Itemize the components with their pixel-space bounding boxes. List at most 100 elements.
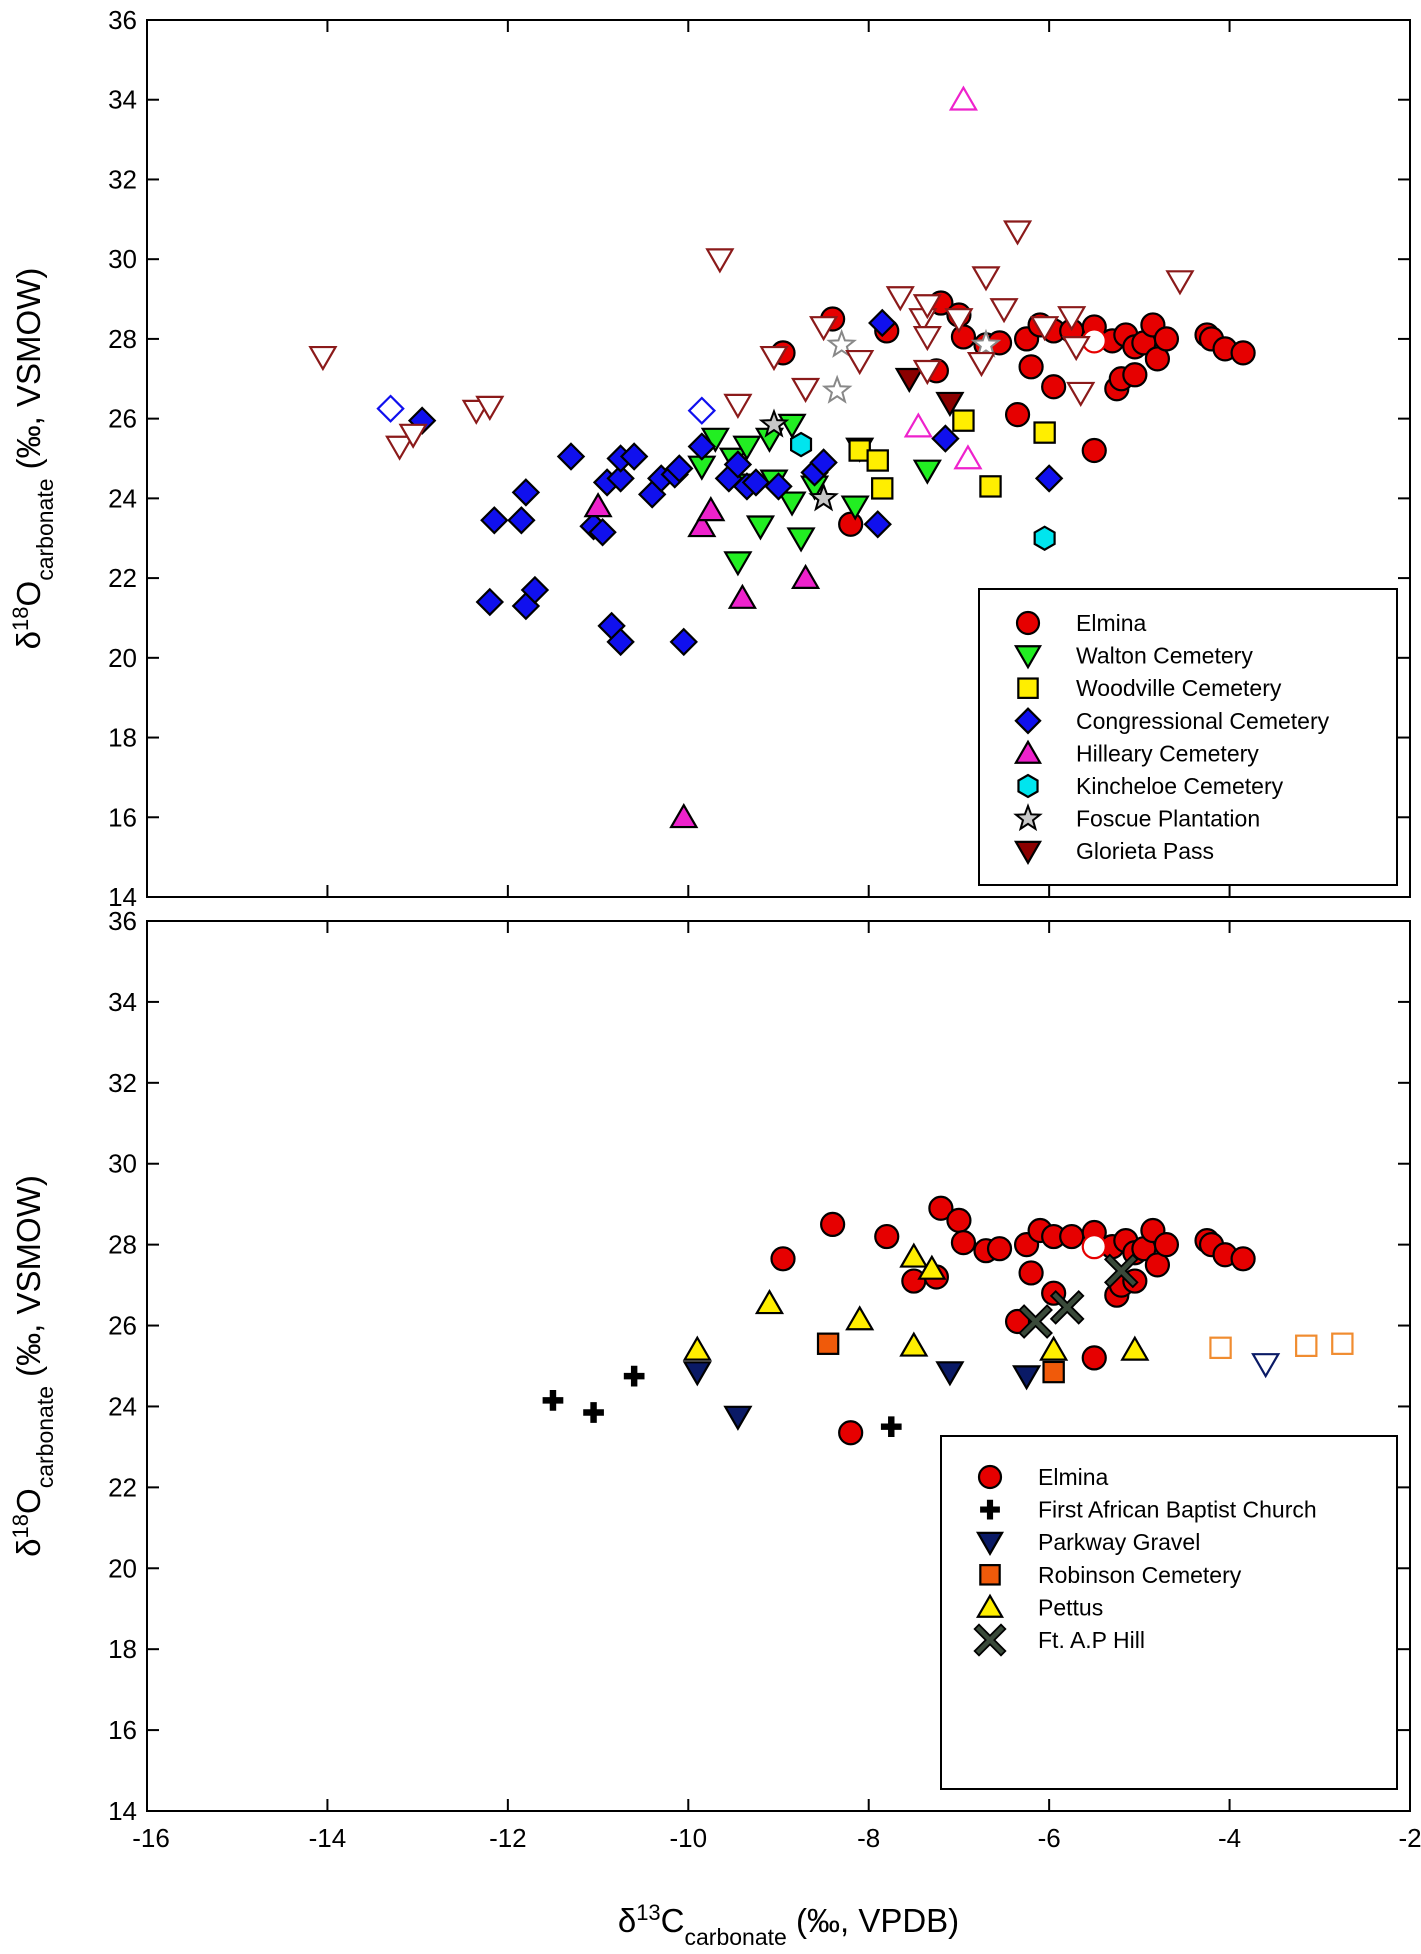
data-point: [899, 1331, 929, 1357]
data-point: [903, 412, 933, 438]
data-point: [966, 351, 997, 378]
data-point: [682, 1361, 712, 1387]
series-foscue-plantation: [758, 408, 839, 512]
y-tick-label: 30: [108, 1149, 137, 1179]
data-point: [950, 1230, 977, 1256]
data-point: [669, 803, 699, 829]
data-point: [944, 308, 974, 334]
data-point: [687, 396, 717, 425]
data-point: [1081, 437, 1107, 464]
data-point: [912, 294, 942, 320]
data-point: [808, 482, 839, 512]
data-point: [917, 1254, 947, 1280]
series-elmina: [770, 290, 1256, 537]
legend-marker: [1013, 645, 1043, 670]
data-point: [619, 442, 649, 471]
data-point: [511, 478, 541, 507]
y-tick-label: 26: [108, 404, 137, 434]
series-elmina: [770, 1195, 1256, 1446]
data-point: [669, 627, 698, 657]
data-markers: [308, 85, 1256, 829]
plot-frame: [146, 920, 1411, 1812]
series-robinson-open: [1209, 1332, 1354, 1360]
legend-item: Woodville Cemetery: [1017, 675, 1282, 701]
data-point: [912, 359, 942, 386]
legend-box: [978, 588, 1398, 886]
data-point: [952, 409, 975, 432]
data-point: [376, 394, 405, 423]
legend-item: First African Baptist Church: [980, 1497, 1317, 1523]
legend-marker: [1015, 610, 1041, 636]
data-point: [1042, 1360, 1065, 1384]
data-point: [820, 1211, 846, 1238]
plot-frame: [146, 19, 1411, 898]
legend-item: Elmina: [977, 1464, 1109, 1490]
series-elmina-open: [1081, 1234, 1107, 1260]
data-point: [899, 1242, 929, 1268]
legend-marker: [1014, 707, 1042, 735]
data-point: [1057, 306, 1087, 332]
legend-label: Ft. A.P Hill: [1038, 1627, 1145, 1653]
data-point: [665, 454, 694, 483]
legend-item: Congressional Cemetery: [1014, 707, 1330, 735]
data-point: [868, 308, 897, 338]
data-point: [953, 444, 983, 470]
data-point: [1004, 402, 1031, 428]
data-point: [1165, 270, 1195, 296]
y-tick-label: 18: [108, 1634, 137, 1664]
legend-item: Kincheloe Cemetery: [1017, 773, 1284, 799]
legend-item: Ft. A.P Hill: [973, 1623, 1145, 1657]
y-tick-label: 16: [108, 1715, 137, 1745]
data-point: [845, 349, 875, 376]
data-point: [745, 515, 776, 541]
data-point: [816, 1332, 840, 1355]
data-point: [789, 431, 813, 458]
x-tick-label: -14: [309, 1823, 347, 1853]
data-point: [1003, 220, 1033, 246]
legend-label: Pettus: [1038, 1594, 1103, 1620]
data-point: [1122, 362, 1148, 388]
y-tick-label: 24: [108, 483, 137, 513]
legend-label: Hilleary Cemetery: [1076, 740, 1259, 766]
data-point: [475, 395, 505, 421]
data-point: [871, 477, 894, 500]
data-point: [866, 449, 889, 472]
data-point: [398, 423, 428, 449]
series-kincheloe-cemetery: [789, 431, 1056, 551]
data-point: [970, 328, 1002, 358]
legend-label: Glorieta Pass: [1076, 838, 1214, 864]
y-tick-label: 32: [108, 164, 137, 194]
legend-marker: [980, 1499, 1000, 1520]
data-point: [1081, 1345, 1107, 1371]
data-point: [863, 510, 892, 539]
x-axis-label-part-2: C: [661, 1902, 685, 1939]
data-point: [1251, 1353, 1281, 1379]
y-tick-label: 32: [108, 1068, 137, 1098]
data-point: [989, 298, 1019, 324]
x-tick-label: -12: [489, 1823, 527, 1853]
y-tick-label: 34: [108, 85, 137, 115]
legend-marker: [973, 1623, 1007, 1657]
series-congressional-open: [376, 394, 717, 425]
y-tick-label: 34: [108, 987, 137, 1017]
series-first-african-baptist-church: [542, 1365, 902, 1438]
legend-item: Elmina: [1015, 610, 1147, 636]
data-point: [1030, 316, 1060, 342]
y-tick-label: 16: [108, 802, 137, 832]
data-point-core: [1106, 1256, 1137, 1286]
y-tick-label: 20: [108, 1553, 137, 1583]
data-point: [1049, 1289, 1085, 1325]
data-point: [723, 551, 753, 577]
data-point: [1153, 326, 1180, 352]
data-point: [838, 1420, 864, 1446]
data-point: [1120, 1335, 1150, 1361]
x-tick-label: -10: [669, 1823, 707, 1853]
data-point: [682, 1335, 712, 1361]
data-point: [880, 1416, 902, 1438]
x-tick-label: -8: [857, 1823, 880, 1853]
data-point: [912, 326, 942, 352]
y-tick-label: 20: [108, 643, 137, 673]
legend-marker: [975, 1593, 1005, 1618]
y-tick-label: 30: [108, 244, 137, 274]
